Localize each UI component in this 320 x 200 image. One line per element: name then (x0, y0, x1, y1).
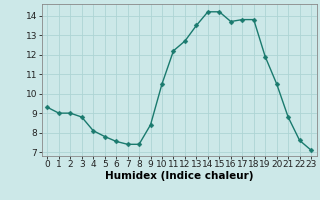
X-axis label: Humidex (Indice chaleur): Humidex (Indice chaleur) (105, 171, 253, 181)
